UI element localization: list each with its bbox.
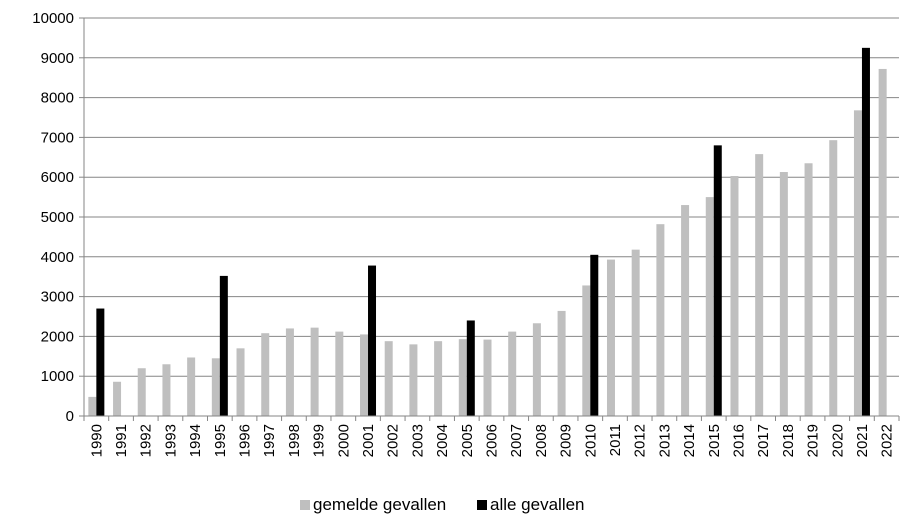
bar-gemelde-gevallen: [779, 172, 788, 416]
x-tick-label: 2005: [459, 424, 476, 457]
bar-gemelde-gevallen: [681, 205, 690, 416]
x-tick-label: 1995: [212, 424, 229, 457]
legend-item-alle-gevallen: alle gevallen: [477, 495, 585, 514]
bar-gemelde-gevallen: [483, 339, 492, 416]
y-axis-tick-labels: 0 1000 2000 3000 4000 5000 6000 7000 8000 9000 100…: [32, 10, 74, 425]
legend-swatch: [300, 500, 310, 510]
y-tick-label: 1000: [41, 368, 74, 385]
x-tick-label: 2009: [558, 424, 575, 457]
bar-gemelde-gevallen: [236, 348, 245, 416]
y-tick-label: 5000: [41, 209, 74, 226]
bar-alle-gevallen: [861, 47, 870, 416]
x-tick-label: 2020: [829, 424, 846, 457]
x-tick-label: 2016: [730, 424, 747, 457]
x-tick-label: 2013: [656, 424, 673, 457]
bar-alle-gevallen: [219, 275, 228, 416]
bar-gemelde-gevallen: [730, 176, 739, 416]
x-tick-label: 2000: [335, 424, 352, 457]
legend: gemelde gevallen alle gevallen: [300, 495, 585, 514]
bar-alle-gevallen: [590, 254, 599, 416]
bar-gemelde-gevallen: [187, 357, 196, 416]
bar-gemelde-gevallen: [162, 364, 171, 416]
y-tick-label: 7000: [41, 129, 74, 146]
x-tick-label: 2012: [632, 424, 649, 457]
y-tick-label: 6000: [41, 169, 74, 186]
x-tick-label: 2011: [607, 424, 624, 456]
y-tick-label: 8000: [41, 90, 74, 107]
bar-gemelde-gevallen: [409, 344, 418, 416]
legend-item-gemelde-gevallen: gemelde gevallen: [300, 495, 446, 514]
bar-gemelde-gevallen: [310, 327, 319, 416]
x-tick-label: 2022: [879, 424, 896, 457]
x-tick-label: 2014: [681, 424, 698, 457]
bar-gemelde-gevallen: [360, 334, 369, 416]
x-tick-label: 2006: [484, 424, 501, 457]
x-tick-label: 1996: [237, 424, 254, 457]
y-tick-label: 0: [66, 408, 74, 425]
x-tick-label: 1997: [261, 424, 278, 457]
bar-gemelde-gevallen: [557, 310, 566, 416]
x-tick-label: 2004: [434, 424, 451, 457]
legend-swatch: [477, 500, 487, 510]
bar-gemelde-gevallen: [458, 339, 467, 416]
legend-label: gemelde gevallen: [313, 495, 446, 514]
bar-gemelde-gevallen: [335, 331, 344, 416]
bars: [88, 47, 887, 417]
bar-gemelde-gevallen: [434, 341, 443, 416]
bar-gemelde-gevallen: [853, 110, 862, 416]
x-tick-label: 2001: [360, 424, 377, 457]
x-tick-label: 2018: [780, 424, 797, 457]
x-tick-label: 2008: [533, 424, 550, 457]
x-tick-label: 1993: [162, 424, 179, 457]
x-tick-label: 1994: [187, 424, 204, 457]
bar-gemelde-gevallen: [606, 259, 615, 416]
x-tick-label: 2017: [755, 424, 772, 457]
bar-gemelde-gevallen: [705, 197, 714, 416]
x-tick-label: 1999: [311, 424, 328, 457]
y-tick-label: 10000: [32, 10, 74, 27]
bar-gemelde-gevallen: [285, 328, 294, 416]
x-tick-label: 1998: [286, 424, 303, 457]
bar-alle-gevallen: [96, 308, 105, 416]
x-tick-label: 1990: [88, 424, 105, 457]
bar-gemelde-gevallen: [829, 140, 838, 416]
y-tick-label: 4000: [41, 249, 74, 266]
bar-gemelde-gevallen: [532, 323, 541, 416]
bar-gemelde-gevallen: [113, 381, 122, 416]
bar-alle-gevallen: [466, 320, 475, 416]
x-axis-tick-labels: 1990 1991 1992 1993 1994 1995 1996 1997 1998 1999…: [88, 424, 895, 457]
x-tick-label: 2010: [582, 424, 599, 457]
bar-gemelde-gevallen: [755, 154, 764, 416]
y-tick-label: 2000: [41, 328, 74, 345]
bar-alle-gevallen: [368, 265, 377, 416]
gridlines: [84, 17, 899, 377]
bar-gemelde-gevallen: [261, 333, 270, 416]
bar-gemelde-gevallen: [631, 249, 640, 416]
bar-gemelde-gevallen: [804, 163, 813, 416]
bar-gemelde-gevallen: [878, 68, 887, 416]
bar-gemelde-gevallen: [384, 341, 393, 416]
x-tick-label: 2007: [508, 424, 525, 457]
x-tick-label: 2003: [409, 424, 426, 457]
bar-gemelde-gevallen: [582, 285, 591, 416]
x-tick-label: 2019: [805, 424, 822, 457]
x-tick-label: 1992: [138, 424, 155, 457]
x-tick-label: 2015: [706, 424, 723, 457]
x-tick-label: 2021: [854, 424, 871, 457]
bar-gemelde-gevallen: [137, 368, 146, 416]
bar-gemelde-gevallen: [656, 224, 665, 416]
legend-label: alle gevallen: [490, 495, 585, 514]
bar-gemelde-gevallen: [88, 396, 97, 416]
bar-gemelde-gevallen: [211, 358, 220, 416]
x-tick-label: 2002: [385, 424, 402, 457]
bar-alle-gevallen: [713, 145, 722, 417]
y-tick-label: 3000: [41, 289, 74, 306]
x-tick-label: 1991: [113, 424, 130, 457]
axes: [79, 17, 900, 421]
bar-gemelde-gevallen: [508, 331, 517, 416]
y-tick-label: 9000: [41, 50, 74, 67]
